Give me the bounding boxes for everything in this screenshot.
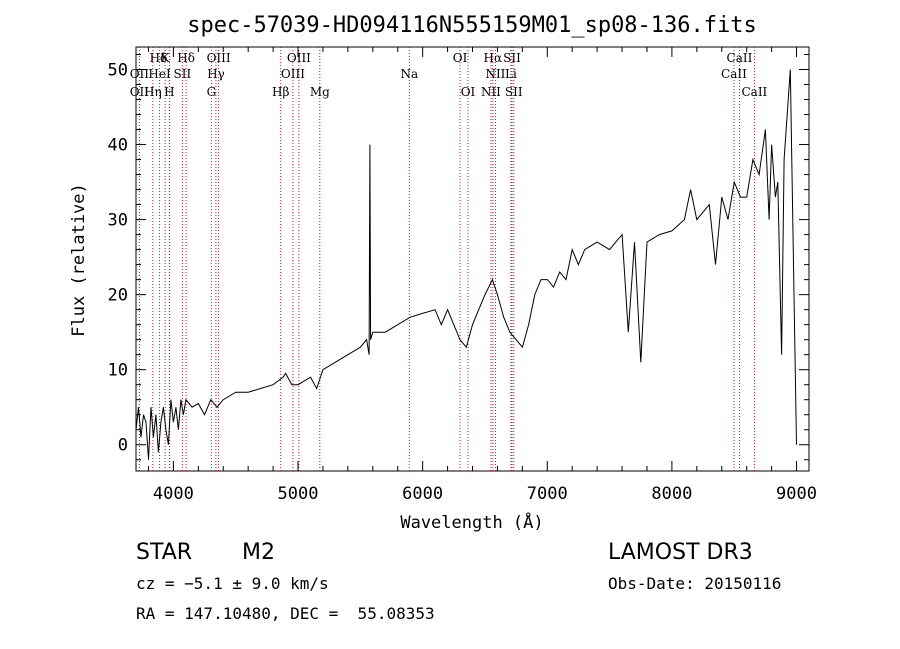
line-label: Mg [310,85,330,99]
y-tick-label: 50 [108,61,128,81]
obs-date: Obs-Date: 20150116 [608,574,782,593]
ra-dec: RA = 147.10480, DEC = 55.08353 [136,604,435,623]
chart-title: spec-57039-HD094116N555159M01_sp08-136.f… [187,13,757,38]
line-label: OIII [207,51,231,65]
line-label: K [161,51,171,65]
line-label: SII [505,85,523,99]
line-label: Hδ [177,51,195,65]
survey-label: LAMOST DR3 [608,540,753,565]
line-label: G [207,85,217,99]
y-tick-label: 40 [108,136,128,156]
x-tick-label: 5000 [278,484,319,504]
y-tick-label: 10 [108,361,128,381]
line-label: Hη [144,85,162,99]
y-axis-label: Flux (relative) [69,183,89,337]
line-label: OI [453,51,468,65]
line-label: Hδ [150,51,168,65]
line-label: HeI [148,67,171,81]
line-label: OII [130,85,150,99]
x-axis-label: Wavelength (Å) [400,511,543,533]
line-label: H [164,85,174,99]
x-tick-label: 6000 [402,484,443,504]
cz-value: cz = −5.1 ± 9.0 km/s [136,574,329,593]
line-label: OI [461,85,476,99]
line-label: CaII [741,85,767,99]
y-tick-label: 30 [108,211,128,231]
x-tick-label: 8000 [651,484,692,504]
line-markers [138,47,755,471]
line-label: OIII [281,67,305,81]
x-tick-label: 9000 [776,484,817,504]
class-label: STAR [136,540,193,565]
line-label: SII [174,67,192,81]
line-label: Hβ [272,85,289,99]
line-label: CaII [721,67,747,81]
line-label: OIII [287,51,311,65]
plot-frame [135,46,810,472]
x-tick-label: 7000 [527,484,568,504]
subclass-label: M2 [242,540,275,565]
x-axis: 4000 5000 6000 7000 8000 9000 [147,47,817,504]
line-label: Na [400,67,418,81]
line-label: NII [481,85,501,99]
y-tick-label: 0 [118,436,128,456]
line-label: CaII [727,51,753,65]
line-label: NII [485,67,505,81]
spectrum-line [135,69,797,460]
y-axis: 0 10 20 30 40 50 [108,54,809,461]
line-label: OII [130,67,150,81]
line-label: SII [503,51,521,65]
y-tick-label: 20 [108,286,128,306]
line-label: Li [505,67,517,81]
line-label: Hγ [207,67,225,81]
line-label: Hα [484,51,503,65]
x-tick-label: 4000 [153,484,194,504]
